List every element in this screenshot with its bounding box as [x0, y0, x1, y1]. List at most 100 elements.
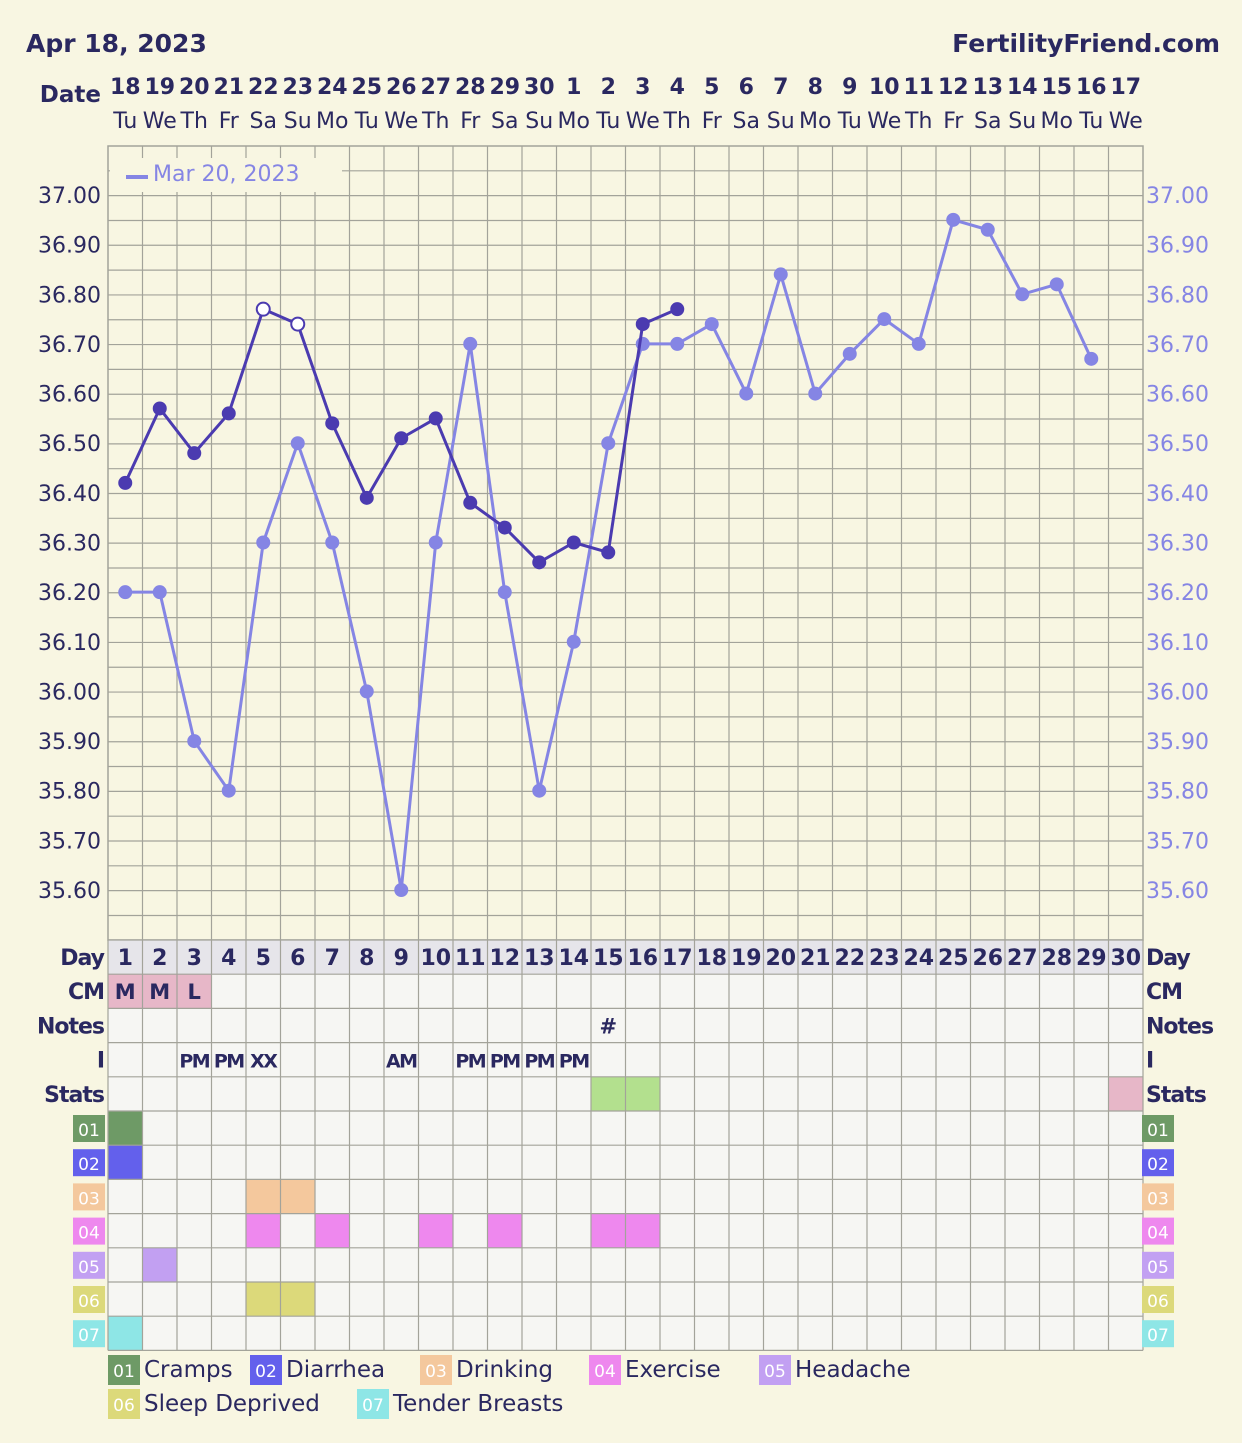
symptom-code-right-badge	[1142, 1217, 1174, 1245]
symptom-code-left-badge	[73, 1183, 105, 1211]
y-tick-left: 36.90	[38, 234, 101, 259]
y-tick-left: 35.80	[38, 780, 101, 805]
symptom-code-right-badge	[1142, 1286, 1174, 1313]
symptom-cell-fill	[315, 1213, 350, 1248]
cycle-day-number: 17	[662, 946, 693, 971]
previous-cycle-point	[256, 535, 271, 550]
symptom-code-right-badge	[1142, 1251, 1174, 1279]
y-tick-right: 35.70	[1146, 829, 1209, 854]
date-label: 6	[739, 75, 754, 100]
cycle-day-number: 11	[455, 946, 486, 971]
legend-badge-code: 04	[594, 1362, 616, 1382]
previous-cycle-point	[221, 783, 236, 798]
symptom-code-right-badge	[1142, 1115, 1174, 1142]
date-label: 12	[938, 75, 969, 100]
symptom-code-left: 06	[78, 1292, 100, 1312]
legend-badge-code: 01	[113, 1362, 135, 1382]
previous-cycle-point	[773, 267, 788, 282]
weekday-label: Fr	[702, 109, 723, 134]
date-label: 5	[704, 75, 719, 100]
date-label: 28	[455, 75, 486, 100]
legend-badge	[250, 1355, 282, 1385]
y-tick-left: 36.60	[38, 383, 101, 408]
previous-cycle-point	[1049, 277, 1064, 292]
symptom-cell-fill	[280, 1179, 315, 1214]
intercourse-value: PM	[490, 1051, 520, 1073]
y-tick-right: 36.20	[1146, 581, 1209, 606]
row-label-left: Day	[60, 946, 104, 971]
intercourse-value: PM	[455, 1051, 485, 1073]
y-tick-right: 36.30	[1146, 532, 1209, 557]
weekday-label: Mo	[558, 109, 590, 134]
row-label-right: Notes	[1146, 1014, 1214, 1039]
current-cycle-point	[394, 431, 409, 446]
cycle-day-number: 18	[696, 946, 727, 971]
symptom-cell-fill	[246, 1282, 281, 1317]
symptom-code-right-badge	[1142, 1149, 1174, 1177]
cycle-day-number: 28	[1041, 946, 1072, 971]
symptom-code-left-badge	[73, 1320, 105, 1348]
symptom-code-left-badge	[73, 1251, 105, 1279]
symptom-code-left-badge	[73, 1149, 105, 1177]
y-tick-left: 36.80	[38, 283, 101, 308]
current-cycle-point	[221, 406, 236, 421]
weekday-label: Tu	[354, 109, 379, 134]
previous-cycle-point	[877, 312, 892, 327]
current-cycle-point	[255, 301, 271, 317]
current-cycle-point	[566, 535, 581, 550]
symptom-code-right: 03	[1147, 1189, 1169, 1209]
previous-cycle-point	[463, 336, 478, 351]
legend-badge-code: 07	[362, 1396, 384, 1416]
row-label-left: Notes	[37, 1014, 105, 1039]
y-tick-right: 36.10	[1146, 631, 1209, 656]
weekday-label: Th	[904, 109, 932, 134]
previous-cycle-point	[497, 585, 512, 600]
cm-value: M	[149, 980, 170, 1004]
cm-cell-fill	[108, 974, 143, 1009]
intercourse-value: XX	[250, 1051, 278, 1073]
symptom-code-right-badge	[1142, 1320, 1174, 1348]
date-label: 13	[972, 75, 1003, 100]
previous-cycle-point	[946, 212, 961, 227]
y-tick-left: 36.50	[38, 432, 101, 457]
symptom-code-left: 07	[78, 1326, 100, 1346]
legend-symptom-name: Sleep Deprived	[144, 1391, 320, 1417]
series-legend-box	[110, 158, 342, 192]
weekday-label: Sa	[974, 109, 1001, 134]
y-tick-right: 36.70	[1146, 333, 1209, 358]
y-tick-left: 37.00	[38, 184, 101, 209]
series-legend-swatch	[126, 175, 148, 179]
current-cycle-point	[463, 495, 478, 510]
symptom-code-right: 07	[1147, 1326, 1169, 1346]
date-label: 26	[386, 75, 417, 100]
previous-cycle-point	[359, 684, 374, 699]
previous-cycle-point	[566, 634, 581, 649]
legend-badge	[759, 1355, 791, 1385]
series-legend-label: Mar 20, 2023	[153, 162, 299, 187]
date-label: 29	[489, 75, 520, 100]
cm-cell-fill	[177, 974, 212, 1009]
current-cycle-point	[152, 401, 167, 416]
date-label: 8	[808, 75, 823, 100]
cm-cell-fill	[142, 974, 177, 1009]
cycle-day-number: 13	[524, 946, 555, 971]
date-label: 21	[213, 75, 244, 100]
date-label: 4	[670, 75, 685, 100]
y-tick-left: 35.90	[38, 730, 101, 755]
date-label: 25	[351, 75, 382, 100]
cycle-day-number: 29	[1076, 946, 1107, 971]
current-cycle-point	[601, 545, 616, 560]
weekday-label: Su	[767, 109, 795, 134]
previous-cycle-point	[187, 734, 202, 749]
row-label-left: CM	[68, 980, 104, 1005]
symptom-code-left: 02	[78, 1155, 100, 1175]
cycle-day-number: 3	[187, 946, 202, 971]
symptom-cell-fill	[591, 1213, 626, 1248]
legend-badge-code: 06	[113, 1396, 135, 1416]
y-tick-left: 35.60	[38, 879, 101, 904]
symptom-cell-fill	[246, 1213, 281, 1248]
date-label: 17	[1110, 75, 1141, 100]
date-label: 9	[842, 75, 857, 100]
weekday-label: Mo	[316, 109, 348, 134]
date-label: 22	[248, 75, 279, 100]
